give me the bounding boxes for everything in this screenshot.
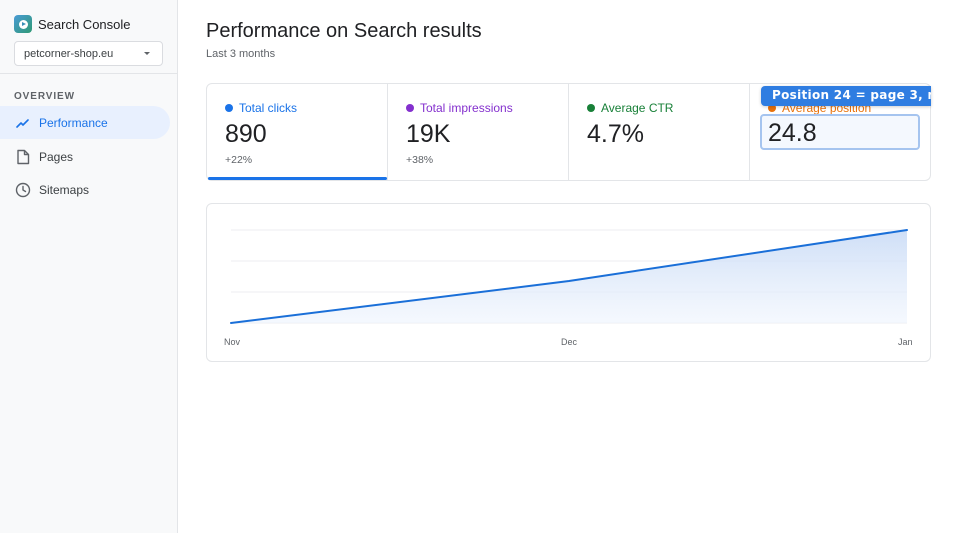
property-name: petcorner-shop.eu bbox=[24, 47, 114, 60]
brand[interactable]: Search Console bbox=[14, 13, 131, 35]
clock-icon bbox=[15, 182, 31, 198]
metric-label: Total impressions bbox=[406, 101, 568, 115]
series-dot-icon bbox=[225, 104, 233, 112]
brand-name: Search Console bbox=[38, 16, 131, 32]
selected-indicator bbox=[208, 177, 387, 180]
x-tick-label: Nov bbox=[224, 337, 241, 347]
x-tick-label: Dec bbox=[561, 337, 578, 347]
metric-total-clicks[interactable]: Total clicks 890 +22% bbox=[207, 84, 388, 180]
chart-plot bbox=[230, 229, 908, 324]
metric-change: +22% bbox=[225, 154, 253, 166]
sidebar-item-sitemaps[interactable]: Sitemaps bbox=[0, 173, 170, 206]
sidebar-item-label: Sitemaps bbox=[39, 182, 90, 197]
sidebar-item-pages[interactable]: Pages bbox=[0, 140, 170, 173]
metric-label: Average CTR bbox=[587, 101, 749, 115]
section-label-overview: OVERVIEW bbox=[14, 91, 75, 102]
sidebar: Search Console petcorner-shop.eu OVERVIE… bbox=[0, 0, 178, 533]
metric-change: +38% bbox=[406, 154, 434, 166]
search-console-logo-icon bbox=[14, 15, 32, 33]
metric-value: 19K bbox=[406, 120, 451, 148]
series-dot-icon bbox=[406, 104, 414, 112]
sidebar-item-label: Performance bbox=[39, 115, 108, 130]
series-dot-icon bbox=[768, 104, 776, 112]
x-tick-label: Jan bbox=[898, 337, 913, 347]
chevron-down-icon bbox=[144, 52, 150, 55]
trending-up-icon bbox=[15, 115, 31, 131]
property-selector[interactable]: petcorner-shop.eu bbox=[14, 41, 163, 66]
sidebar-item-label: Pages bbox=[39, 149, 74, 164]
metric-label: Total clicks bbox=[225, 101, 387, 115]
metric-value: 890 bbox=[225, 120, 267, 148]
metric-total-impressions[interactable]: Total impressions 19K +38% bbox=[388, 84, 569, 180]
page-icon bbox=[15, 149, 31, 165]
metric-average-ctr[interactable]: Average CTR 4.7% bbox=[569, 84, 750, 180]
position-tooltip: Position 24 = page 3, mos bbox=[761, 86, 931, 106]
metric-cards: Total clicks 890 +22% Total impressions … bbox=[206, 83, 931, 181]
page-title: Performance on Search results bbox=[206, 20, 482, 42]
performance-chart: Nov Dec Jan bbox=[206, 203, 931, 362]
metric-value: 4.7% bbox=[587, 120, 644, 148]
metric-value-highlight: 24.8 bbox=[760, 114, 920, 150]
sidebar-item-performance[interactable]: Performance bbox=[0, 106, 170, 139]
date-range-label: Last 3 months bbox=[206, 48, 276, 60]
sidebar-divider bbox=[0, 73, 177, 74]
main-content: Performance on Search results Last 3 mon… bbox=[178, 0, 960, 533]
series-dot-icon bbox=[587, 104, 595, 112]
